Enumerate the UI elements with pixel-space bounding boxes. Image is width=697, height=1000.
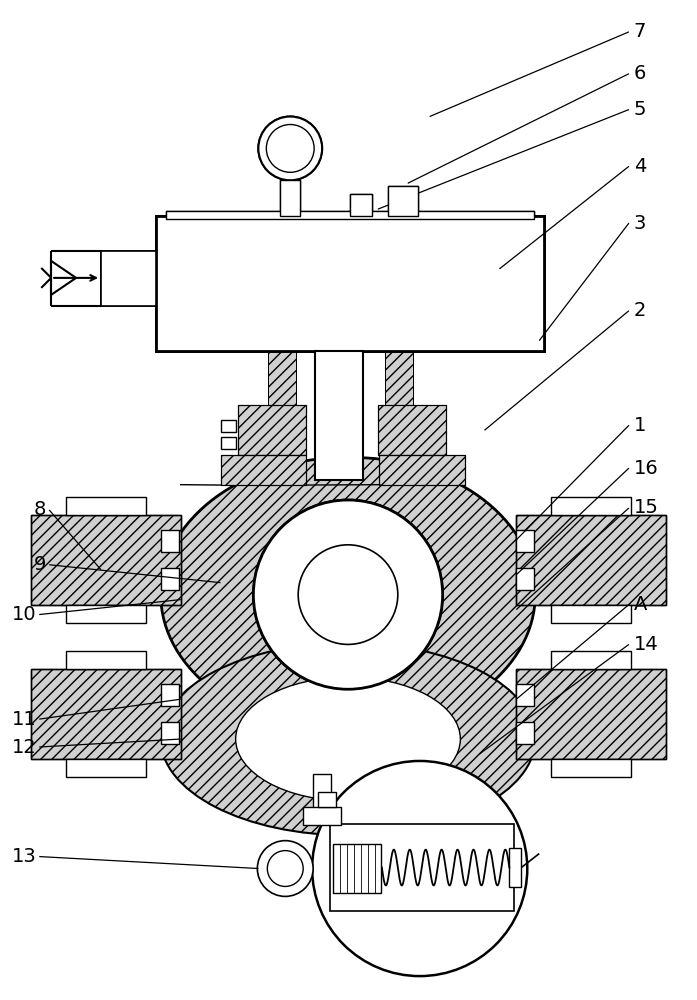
Bar xyxy=(238,405,306,455)
Bar xyxy=(385,351,413,405)
Bar xyxy=(378,405,445,455)
Text: 15: 15 xyxy=(634,498,659,517)
Circle shape xyxy=(254,500,443,689)
Bar xyxy=(220,455,306,485)
Bar xyxy=(516,530,535,552)
Bar xyxy=(350,194,372,216)
Circle shape xyxy=(312,761,528,976)
Text: 12: 12 xyxy=(11,738,36,757)
Bar xyxy=(238,405,306,455)
Bar xyxy=(161,684,178,706)
Bar xyxy=(379,455,464,485)
Bar xyxy=(379,455,464,485)
Bar xyxy=(516,684,535,706)
Bar xyxy=(510,848,521,887)
Ellipse shape xyxy=(161,643,535,835)
Circle shape xyxy=(257,841,313,896)
Bar xyxy=(155,216,544,351)
Bar xyxy=(101,251,155,306)
Bar xyxy=(516,669,666,759)
Bar xyxy=(516,722,535,744)
Bar xyxy=(388,186,418,216)
Bar xyxy=(350,194,372,216)
Bar xyxy=(31,669,181,759)
Text: 14: 14 xyxy=(634,635,659,654)
Text: 13: 13 xyxy=(11,847,36,866)
Bar xyxy=(303,807,341,825)
Bar xyxy=(166,211,535,219)
Bar xyxy=(268,351,296,405)
Bar xyxy=(31,669,181,759)
Bar xyxy=(551,651,631,669)
Circle shape xyxy=(259,117,322,180)
Text: 8: 8 xyxy=(34,500,46,519)
Bar xyxy=(516,515,666,605)
Text: 9: 9 xyxy=(34,555,46,574)
Bar xyxy=(516,515,666,605)
Bar xyxy=(66,759,146,777)
Bar xyxy=(315,351,363,480)
Bar xyxy=(385,351,413,405)
Bar xyxy=(161,530,178,552)
Bar xyxy=(220,437,236,449)
Bar xyxy=(268,351,296,405)
Bar xyxy=(166,211,535,219)
Text: 1: 1 xyxy=(634,416,646,435)
Text: 4: 4 xyxy=(634,157,646,176)
Bar xyxy=(388,186,418,216)
Bar xyxy=(551,759,631,777)
Bar xyxy=(220,455,306,485)
Bar xyxy=(333,844,381,893)
Circle shape xyxy=(254,500,443,689)
Bar xyxy=(31,515,181,605)
Bar xyxy=(315,351,363,480)
Text: 6: 6 xyxy=(634,64,646,83)
Bar xyxy=(220,420,236,432)
Circle shape xyxy=(298,545,398,644)
Circle shape xyxy=(268,851,303,886)
Circle shape xyxy=(266,125,314,172)
Text: 2: 2 xyxy=(634,301,646,320)
Circle shape xyxy=(266,125,314,172)
Text: A: A xyxy=(634,595,648,614)
Bar xyxy=(280,180,300,216)
Circle shape xyxy=(259,117,322,180)
Bar xyxy=(66,651,146,669)
Ellipse shape xyxy=(161,457,535,732)
Text: 16: 16 xyxy=(634,459,659,478)
Text: 3: 3 xyxy=(634,214,646,233)
Bar xyxy=(101,251,155,306)
Bar xyxy=(516,568,535,590)
Text: 11: 11 xyxy=(11,710,36,729)
Bar xyxy=(66,605,146,623)
Text: 5: 5 xyxy=(634,100,646,119)
Text: 7: 7 xyxy=(634,22,646,41)
Bar xyxy=(161,568,178,590)
Circle shape xyxy=(298,545,398,644)
Bar xyxy=(551,497,631,515)
Bar xyxy=(280,180,300,216)
Bar xyxy=(551,605,631,623)
Bar xyxy=(330,824,514,911)
Bar xyxy=(516,669,666,759)
Bar xyxy=(161,722,178,744)
Bar xyxy=(31,515,181,605)
Bar xyxy=(313,774,331,824)
Bar xyxy=(155,216,544,351)
Bar xyxy=(318,792,336,807)
Text: 10: 10 xyxy=(12,605,36,624)
Bar xyxy=(66,497,146,515)
Ellipse shape xyxy=(236,677,460,801)
Bar xyxy=(378,405,445,455)
